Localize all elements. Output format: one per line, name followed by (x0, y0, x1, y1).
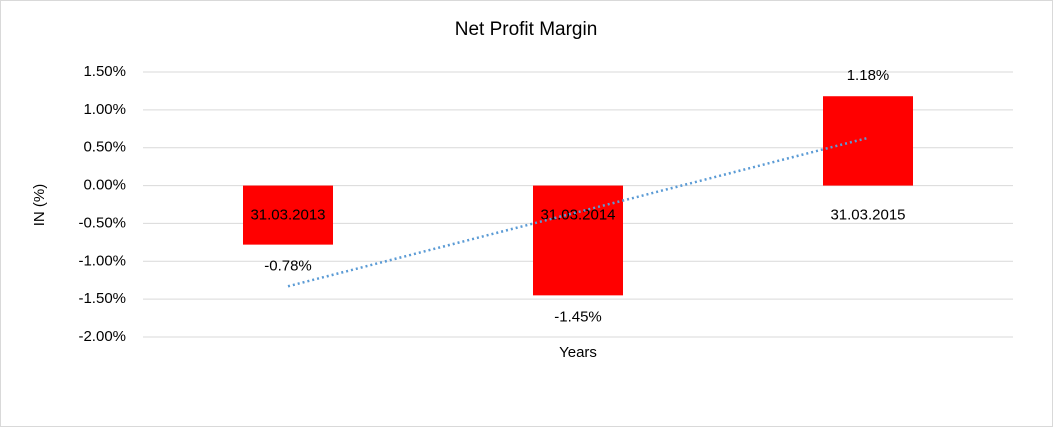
x-tick-label: 31.03.2013 (250, 207, 325, 224)
y-tick-label: -2.00% (78, 328, 126, 345)
x-tick-label: 31.03.2014 (540, 207, 615, 224)
bar (823, 96, 913, 186)
data-label: -1.45% (554, 308, 602, 325)
x-axis-title: Years (559, 344, 597, 361)
y-tick-label: 0.50% (83, 139, 126, 156)
y-tick-label: 1.00% (83, 101, 126, 118)
chart-title: Net Profit Margin (455, 19, 598, 40)
y-tick-label: 0.00% (83, 177, 126, 194)
bar (533, 185, 623, 296)
y-axis-title: IN (%) (31, 184, 48, 227)
bar (243, 185, 333, 245)
x-tick-label: 31.03.2015 (830, 207, 905, 224)
y-tick-label: -1.00% (78, 252, 126, 269)
y-tick-label: -1.50% (78, 290, 126, 307)
data-label: 1.18% (847, 67, 890, 84)
y-tick-label: 1.50% (83, 63, 126, 80)
y-tick-label: -0.50% (78, 214, 126, 231)
data-label: -0.78% (264, 258, 312, 275)
